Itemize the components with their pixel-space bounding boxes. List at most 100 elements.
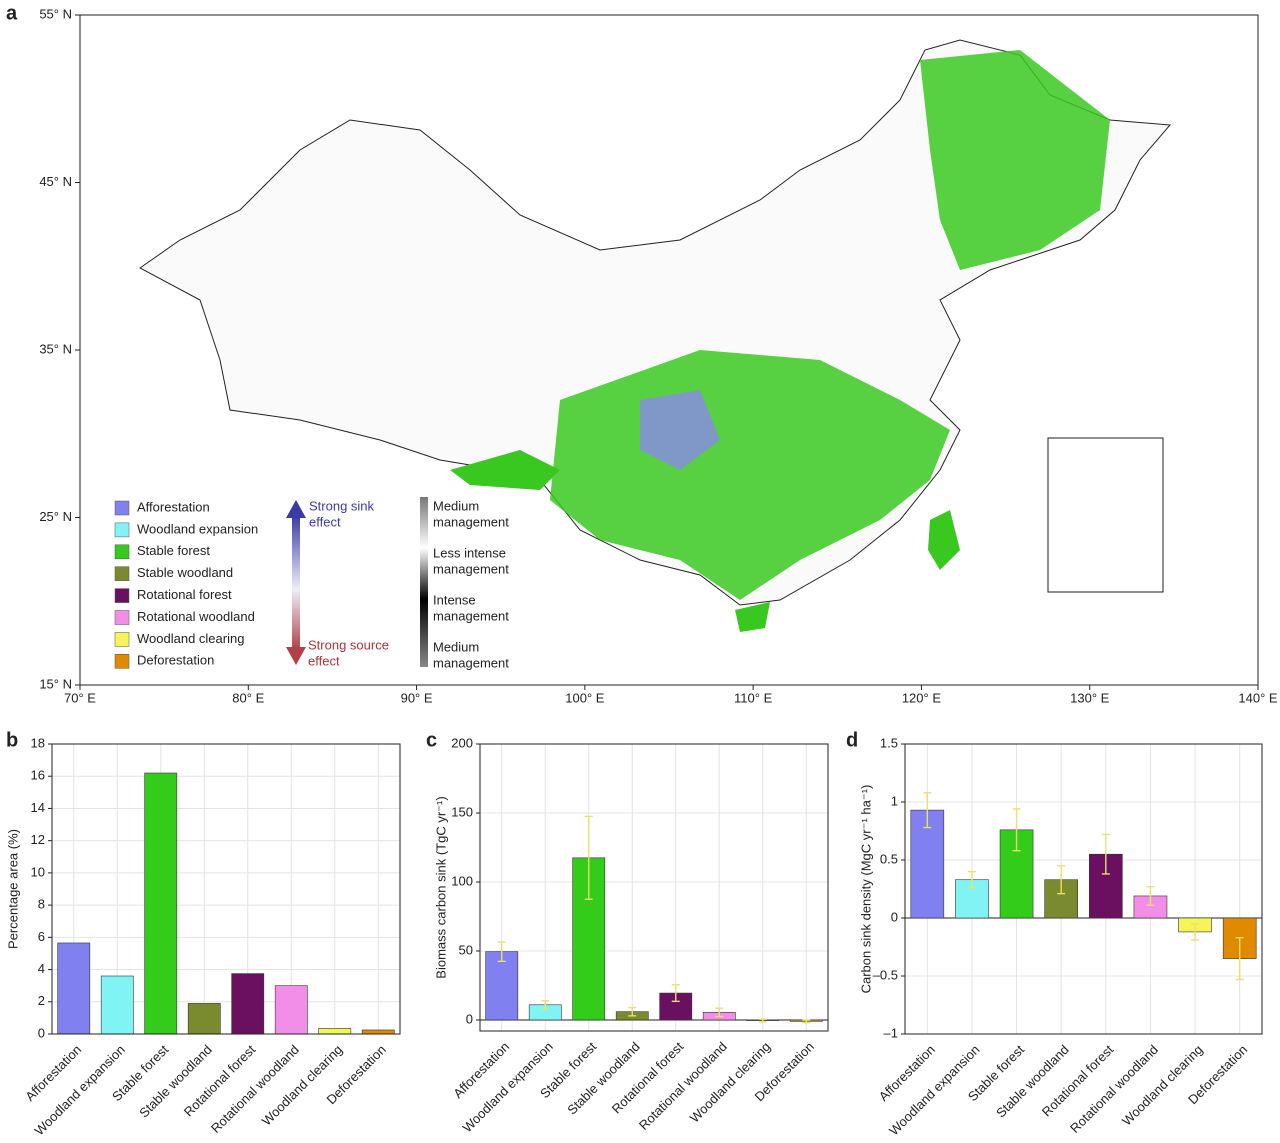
x-tick-label: 80° E bbox=[232, 690, 264, 705]
arrow-head-up bbox=[286, 500, 306, 518]
error-bar bbox=[1012, 808, 1021, 852]
map-art bbox=[139, 39, 1172, 667]
bar bbox=[57, 942, 91, 1035]
bar bbox=[361, 1029, 395, 1035]
legend-label: Rotational forest bbox=[137, 587, 232, 602]
source-label: Strong source bbox=[308, 637, 389, 652]
y-axis-label: Percentage area (%) bbox=[5, 829, 20, 949]
y-tick-label: 1.5 bbox=[880, 735, 898, 750]
x-tick-label: 130° E bbox=[1070, 690, 1110, 705]
panel-label: c bbox=[426, 729, 437, 751]
error-bar bbox=[628, 1006, 637, 1017]
y-tick-label: 0 bbox=[891, 909, 898, 924]
legend-swatch bbox=[114, 654, 130, 669]
legend-swatch bbox=[114, 544, 130, 560]
error-bar bbox=[1146, 885, 1155, 906]
management-label: Less intense bbox=[433, 545, 506, 560]
x-tick-label: 100° E bbox=[565, 690, 605, 705]
error-bar bbox=[497, 941, 506, 963]
forest-area bbox=[920, 50, 1110, 270]
legend-swatch bbox=[114, 566, 130, 581]
y-tick-label: 200 bbox=[451, 735, 473, 750]
y-tick-label: 1 bbox=[891, 793, 898, 808]
y-tick-label: 14 bbox=[31, 800, 45, 815]
legend-label: Deforestation bbox=[137, 653, 214, 668]
sink-label: effect bbox=[309, 514, 341, 529]
x-tick-label: Woodland clearing bbox=[1119, 1042, 1206, 1129]
y-tick-label: 0.5 bbox=[880, 851, 898, 866]
error-bar bbox=[758, 1018, 767, 1023]
error-bar bbox=[671, 984, 680, 1003]
bar bbox=[144, 772, 178, 1035]
error-bar bbox=[923, 792, 932, 829]
legend-label: Woodland clearing bbox=[137, 631, 244, 646]
error-bar bbox=[802, 1019, 811, 1024]
bar bbox=[231, 973, 265, 1035]
legend-swatch bbox=[114, 632, 130, 647]
x-tick-label: 110° E bbox=[734, 690, 773, 705]
legend-swatch bbox=[114, 610, 130, 625]
bar bbox=[318, 1028, 352, 1035]
y-tick-label: 0 bbox=[38, 1025, 45, 1040]
legend-swatch bbox=[114, 500, 130, 516]
legend-label: Afforestation bbox=[137, 499, 210, 514]
bar bbox=[187, 1003, 221, 1035]
x-tick-label: 90° E bbox=[401, 690, 433, 705]
hainan bbox=[735, 602, 770, 632]
legend-label: Stable forest bbox=[137, 543, 210, 558]
y-tick-label: 45° N bbox=[39, 174, 72, 189]
arrow-head-down bbox=[286, 647, 306, 665]
sink-label: Strong sink bbox=[309, 498, 375, 513]
arrow-shaft bbox=[292, 515, 300, 650]
y-tick-label: 8 bbox=[38, 897, 45, 912]
bar bbox=[100, 975, 134, 1035]
x-tick-label: 140° E bbox=[1238, 690, 1278, 705]
y-tick-label: –1 bbox=[884, 1025, 898, 1040]
y-tick-label: 12 bbox=[31, 832, 45, 847]
error-bar bbox=[1235, 937, 1244, 981]
plot-frame bbox=[51, 743, 401, 1035]
x-tick-label: 120° E bbox=[902, 690, 942, 705]
y-tick-label: 10 bbox=[31, 864, 45, 879]
y-tick-label: 18 bbox=[31, 735, 45, 750]
management-label: management bbox=[433, 514, 509, 529]
legend-swatch bbox=[114, 522, 130, 538]
legend-label: Woodland expansion bbox=[137, 521, 258, 536]
y-axis-label: Carbon sink density (MgC yr⁻¹ ha⁻¹) bbox=[858, 785, 873, 994]
source-label: effect bbox=[308, 653, 340, 668]
y-tick-label: 2 bbox=[38, 993, 45, 1008]
error-bar bbox=[584, 815, 593, 900]
inset-box bbox=[1047, 437, 1164, 593]
y-tick-label: 0 bbox=[466, 1011, 473, 1026]
bar bbox=[485, 951, 519, 1021]
y-tick-label: 15° N bbox=[39, 676, 72, 691]
y-tick-label: 35° N bbox=[39, 341, 72, 356]
forest-area bbox=[450, 450, 560, 490]
plot-frame bbox=[479, 743, 829, 1032]
management-label: Intense bbox=[433, 592, 476, 607]
error-bar bbox=[1101, 833, 1110, 875]
x-tick-label: 70° E bbox=[64, 690, 96, 705]
error-bar bbox=[1191, 923, 1200, 941]
plot-frame bbox=[904, 743, 1263, 1035]
y-tick-label: 16 bbox=[31, 768, 45, 783]
legend-label: Stable woodland bbox=[137, 565, 233, 580]
afforestation-area bbox=[640, 390, 720, 470]
x-tick-label: Woodland clearing bbox=[259, 1042, 346, 1129]
y-tick-label: 150 bbox=[451, 804, 473, 819]
y-tick-label: –0.5 bbox=[873, 967, 898, 982]
management-label: Medium bbox=[433, 498, 479, 513]
error-bar bbox=[541, 999, 550, 1010]
legend-swatch bbox=[114, 588, 130, 603]
y-tick-label: 50 bbox=[459, 942, 473, 957]
panel-label: b bbox=[6, 729, 18, 751]
legend-label: Rotational woodland bbox=[137, 609, 255, 624]
error-bar bbox=[715, 1007, 724, 1018]
y-tick-label: 6 bbox=[38, 929, 45, 944]
y-tick-label: 4 bbox=[38, 961, 45, 976]
taiwan bbox=[928, 510, 960, 570]
y-tick-label: 25° N bbox=[39, 509, 72, 524]
management-label: management bbox=[433, 608, 509, 623]
management-bar bbox=[420, 497, 428, 667]
management-label: Medium bbox=[433, 639, 479, 654]
